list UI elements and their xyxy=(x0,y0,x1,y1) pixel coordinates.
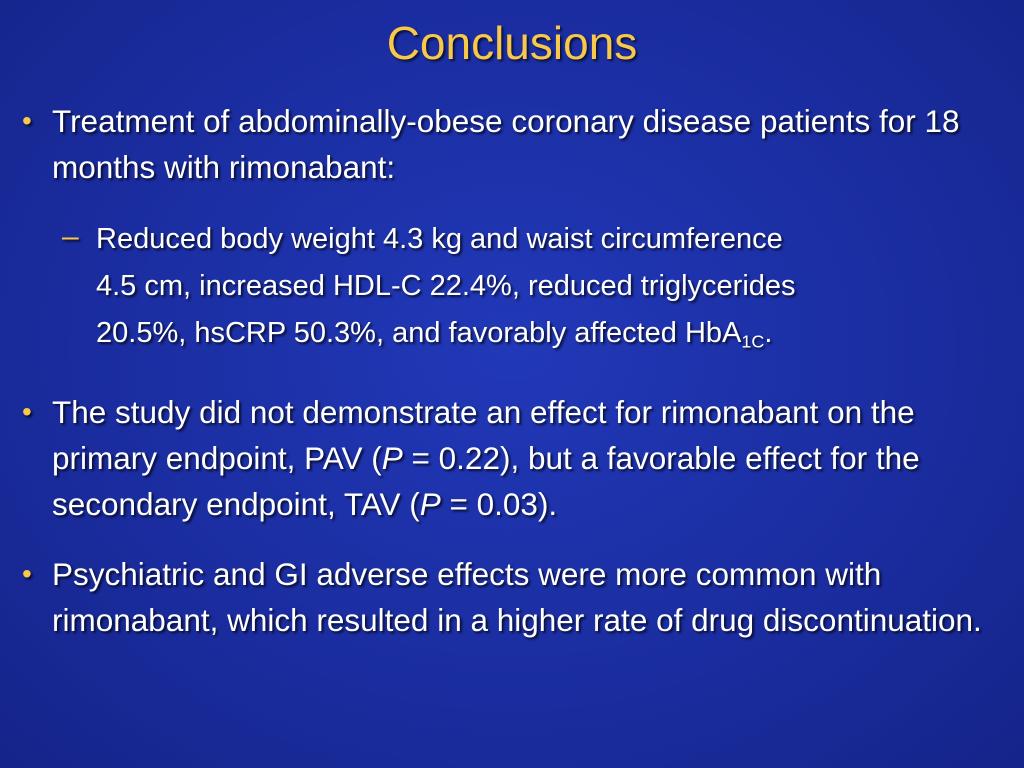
sub-bullet-results: – Reduced body weight 4.3 kg and waist c… xyxy=(22,216,1012,365)
p-value-symbol: P xyxy=(381,440,403,477)
bullet-text-b: = 0.22), but a favorable effect for the … xyxy=(52,440,920,523)
slide-title: Conclusions xyxy=(386,17,638,69)
sub-line-2: 4.5 cm, increased HDL-C 22.4%, reduced t… xyxy=(96,270,796,302)
bullet-dot-icon: • xyxy=(22,396,32,428)
bullet-endpoints: • The study did not demonstrate an effec… xyxy=(22,389,1012,527)
bullet-text-a: The study did not demonstrate an effect … xyxy=(52,394,915,477)
bullet-treatment: • Treatment of abdominally-obese coronar… xyxy=(22,98,1012,190)
bullet-dot-icon: • xyxy=(22,105,32,136)
bullet-dot-icon: • xyxy=(22,558,32,590)
p-value-symbol: P xyxy=(419,486,441,523)
sub-line-3: 20.5%, hsCRP 50.3%, and favorably affect… xyxy=(96,317,742,349)
bullet-text: Treatment of abdominally-obese coronary … xyxy=(52,103,960,185)
bullet-adverse-effects: • Psychiatric and GI adverse effects wer… xyxy=(22,551,1012,643)
bullet-text-c: = 0.03). xyxy=(440,486,558,523)
bullet-list: • Treatment of abdominally-obese coronar… xyxy=(22,98,1012,643)
bullet-text: Psychiatric and GI adverse effects were … xyxy=(52,556,982,639)
sub-bullet-dash-icon: – xyxy=(62,220,79,253)
sub-line-1: Reduced body weight 4.3 kg and waist cir… xyxy=(96,223,783,255)
hba1c-subscript: 1C xyxy=(741,331,765,352)
sub-line-3-end: . xyxy=(764,317,773,349)
